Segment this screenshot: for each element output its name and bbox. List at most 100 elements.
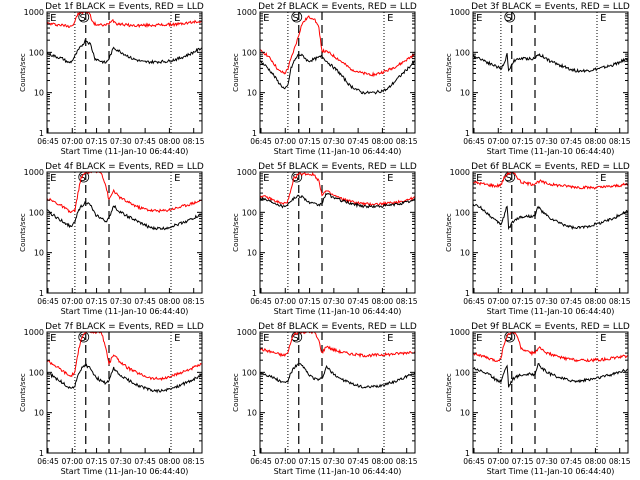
panel-5-xtick-label-1: 07:00 (274, 297, 296, 306)
panel-9-xtick-label-1: 07:00 (487, 457, 509, 466)
panel-3-letter-2: E (600, 13, 606, 24)
panel-9-xtick-label-3: 07:30 (536, 457, 558, 466)
panel-6-letter-2: E (600, 173, 606, 184)
panel-9-xtick-label-2: 07:15 (512, 457, 534, 466)
panel-7-xtick-label-1: 07:00 (61, 457, 83, 466)
panel-8-title: Det 8f BLACK = Events, RED = LLD (258, 322, 417, 332)
panel-3-letter-0: E (476, 13, 482, 24)
panel-9-xlabel: Start Time (11-Jan-10 06:44:40) (487, 467, 615, 476)
panel-7-ytick-label-3: 1000 (24, 328, 44, 337)
panel-8-xtick-label-4: 07:45 (347, 457, 369, 466)
panel-8-series-0 (259, 331, 416, 359)
panel-6-letter-0: E (476, 173, 482, 184)
panel-1-xtick-label-0: 06:45 (37, 137, 59, 146)
panel-4-letter-1: S (80, 173, 86, 184)
panel-9-letter-1: S (506, 333, 512, 344)
panel-6-series-0 (472, 170, 629, 190)
panel-1-series-1 (46, 39, 203, 65)
panel-7-ytick-label-0: 1 (39, 449, 44, 458)
panel-6-xlabel: Start Time (11-Jan-10 06:44:40) (487, 307, 615, 316)
panel-7-xtick-label-3: 07:30 (110, 457, 132, 466)
panel-2-ytick-label-3: 1000 (237, 8, 257, 17)
panel-6-letter-1: S (506, 173, 512, 184)
panel-5-letter-2: E (387, 173, 393, 184)
panel-3-ylabel: Counts/sec (445, 53, 453, 92)
panel-2-ytick-label-0: 1 (252, 129, 257, 138)
panel-5-frame (259, 171, 416, 294)
panel-1-ylabel: Counts/sec (19, 53, 27, 92)
panel-2-xtick-label-6: 08:15 (396, 137, 418, 146)
panel-1-frame (46, 11, 203, 134)
panel-1-xlabel: Start Time (11-Jan-10 06:44:40) (61, 147, 189, 156)
panel-8-xtick-label-5: 08:00 (372, 457, 394, 466)
panel-6-xtick-label-1: 07:00 (487, 297, 509, 306)
panel-2-letter-2: E (387, 13, 393, 24)
panel-4-xtick-label-3: 07:30 (110, 297, 132, 306)
panel-3-xtick-label-2: 07:15 (512, 137, 534, 146)
panel-2-ylabel: Counts/sec (232, 53, 240, 92)
panel-7-xlabel: Start Time (11-Jan-10 06:44:40) (61, 467, 189, 476)
panel-8-ytick-label-1: 10 (247, 409, 257, 418)
panel-8-xtick-label-0: 06:45 (250, 457, 272, 466)
panel-9-xtick-label-6: 08:15 (609, 457, 631, 466)
panel-7-xtick-label-6: 08:15 (183, 457, 205, 466)
panel-8-ytick-label-2: 100 (242, 368, 257, 377)
panel-2-title: Det 2f BLACK = Events, RED = LLD (258, 2, 417, 12)
panel-7-title: Det 7f BLACK = Events, RED = LLD (45, 322, 204, 332)
panel-2-series-1 (259, 53, 416, 95)
panel-4-xtick-label-2: 07:15 (86, 297, 108, 306)
panel-1-series-0 (46, 11, 203, 29)
panel-2-ytick-label-1: 10 (247, 89, 257, 98)
panel-2-xtick-label-3: 07:30 (323, 137, 345, 146)
panel-4-xtick-label-0: 06:45 (37, 297, 59, 306)
panel-6-xtick-label-4: 07:45 (560, 297, 582, 306)
panel-2-xtick-label-4: 07:45 (347, 137, 369, 146)
panel-8-xlabel: Start Time (11-Jan-10 06:44:40) (274, 467, 402, 476)
panel-6-xtick-label-0: 06:45 (463, 297, 485, 306)
panel-9-frame (472, 331, 629, 454)
panel-4-ytick-label-3: 1000 (24, 168, 44, 177)
panel-9-ytick-label-0: 1 (465, 449, 470, 458)
panel-3-ytick-label-1: 10 (460, 89, 470, 98)
panel-6-xtick-label-3: 07:30 (536, 297, 558, 306)
panel-4-ytick-label-0: 1 (39, 289, 44, 298)
panel-9-xtick-label-0: 06:45 (463, 457, 485, 466)
panel-8-series-1 (259, 363, 416, 389)
panel-4-xtick-label-1: 07:00 (61, 297, 83, 306)
panel-5-series-0 (259, 171, 416, 207)
panel-5-xtick-label-2: 07:15 (299, 297, 321, 306)
panel-1-xtick-label-6: 08:15 (183, 137, 205, 146)
panel-6-xtick-label-5: 08:00 (585, 297, 607, 306)
panel-2-xtick-label-1: 07:00 (274, 137, 296, 146)
panel-3-xtick-label-1: 07:00 (487, 137, 509, 146)
panel-1-ytick-label-2: 100 (29, 48, 44, 57)
panel-3-letter-1: S (506, 13, 512, 24)
panel-6-ytick-label-3: 1000 (450, 168, 470, 177)
panel-4-ytick-label-2: 100 (29, 208, 44, 217)
panel-7-xtick-label-5: 08:00 (159, 457, 181, 466)
panel-5-ytick-label-0: 1 (252, 289, 257, 298)
panel-1-xtick-label-2: 07:15 (86, 137, 108, 146)
panel-4-letter-0: E (50, 173, 56, 184)
panel-4-letter-2: E (174, 173, 180, 184)
panel-2-frame (259, 11, 416, 134)
panel-9-xtick-label-5: 08:00 (585, 457, 607, 466)
panel-5-letter-0: E (263, 173, 269, 184)
panel-2-xtick-label-0: 06:45 (250, 137, 272, 146)
panel-9-ytick-label-3: 1000 (450, 328, 470, 337)
panel-1-xtick-label-4: 07:45 (134, 137, 156, 146)
panel-7-xtick-label-0: 06:45 (37, 457, 59, 466)
panel-7-xtick-label-2: 07:15 (86, 457, 108, 466)
panel-2-xtick-label-2: 07:15 (299, 137, 321, 146)
panel-9-series-1 (473, 363, 629, 388)
panel-4-title: Det 4f BLACK = Events, RED = LLD (45, 162, 204, 172)
panel-7-ytick-label-1: 10 (34, 409, 44, 418)
panel-8-letter-2: E (387, 333, 393, 344)
panel-5-xtick-label-6: 08:15 (396, 297, 418, 306)
panel-2-letter-0: E (263, 13, 269, 24)
panel-2-xtick-label-5: 08:00 (372, 137, 394, 146)
